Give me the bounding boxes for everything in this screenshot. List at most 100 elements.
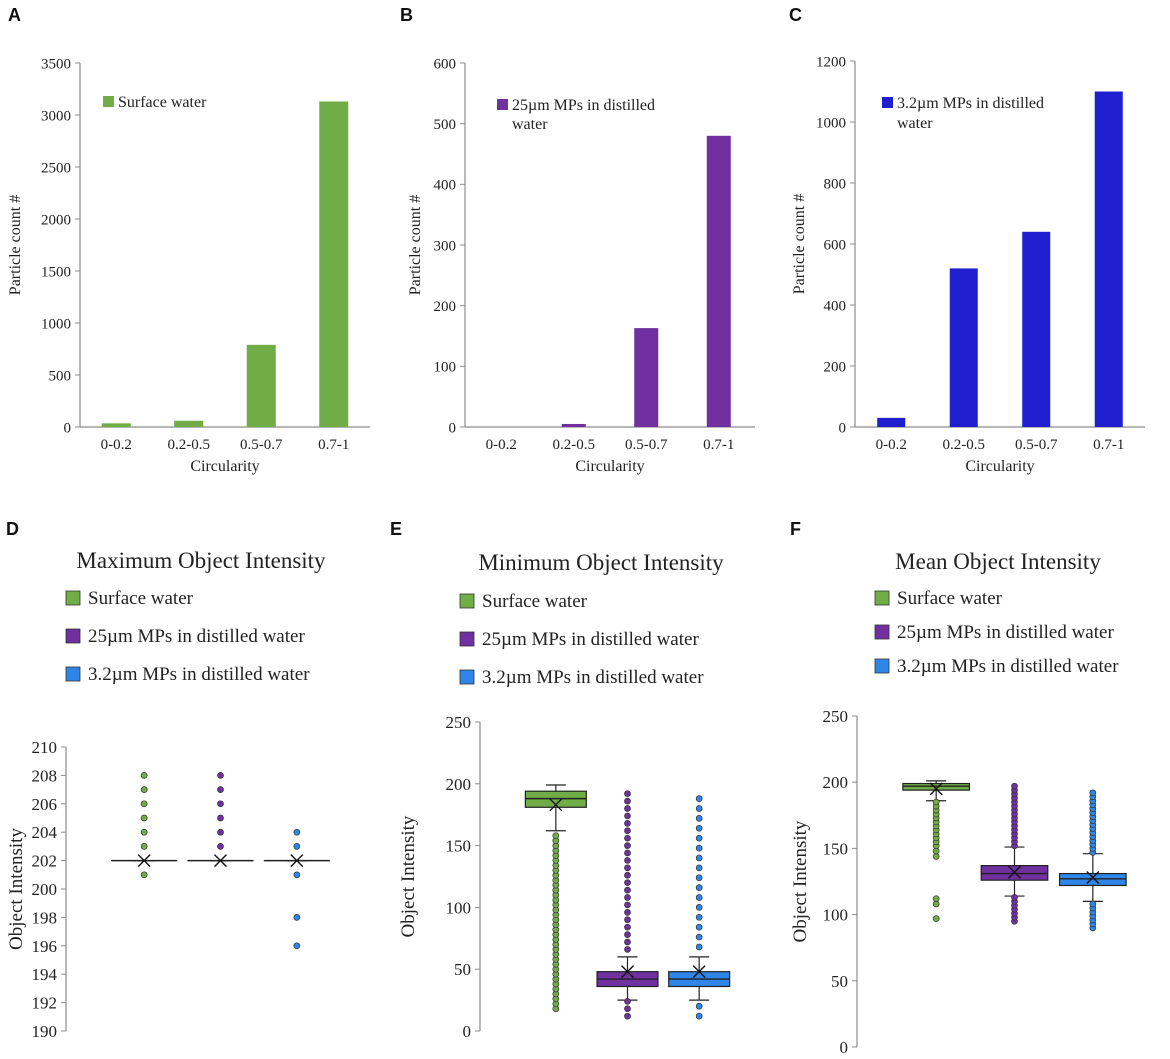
y-tick-label: 208 [32,766,58,785]
bar [101,423,131,427]
bar [174,420,204,427]
mean-marker [1008,865,1021,879]
outlier-point [932,915,940,922]
outlier-point [695,894,703,901]
outlier-point [624,946,631,953]
chart-panel-f: F Mean Object Intensity Surface water 25µm … [790,519,1127,1057]
y-tick-label: 250 [446,713,472,732]
y-tick-label: 50 [454,960,471,979]
legend-swatch [497,99,508,110]
outlier-point [624,805,631,812]
y-axis-title: Particle count # [407,195,424,295]
x-tick-label: 0-0.2 [486,437,517,453]
outlier-point [140,843,148,850]
legend-label: Surface water [118,94,207,111]
legend-swatch [874,590,890,606]
legend-label: water [897,115,933,132]
legend-swatch [459,631,475,647]
y-tick-label: 2000 [41,212,71,228]
mean-marker [214,854,227,868]
y-tick-label: 1000 [816,115,846,131]
y-tick-label: 200 [446,775,472,794]
outlier-point [624,1012,631,1020]
x-tick-label: 0-0.2 [876,437,907,453]
legend-label: 3.2µm MPs in distilled water [88,664,310,685]
legend-label: 25µm MPs in distilled water [88,626,305,647]
y-tick-label: 1500 [41,264,71,280]
mean-marker [929,782,943,796]
outlier-point [624,908,631,916]
y-tick-label: 202 [32,852,58,871]
mean-marker [1086,871,1100,885]
outlier-point [624,797,631,805]
y-axis-title: Object Intensity [790,820,811,942]
outlier-point [140,800,148,808]
y-tick-label: 190 [32,1022,58,1041]
outlier-point [695,795,703,802]
outlier-point [293,843,301,850]
outlier-point [552,832,560,840]
bar [246,344,276,427]
outlier-point [140,871,148,879]
outlier-point [624,923,631,931]
y-tick-label: 50 [831,972,848,991]
legend-label: water [512,116,548,133]
chart-title: Mean Object Intensity [895,549,1101,574]
y-tick-label: 0 [449,420,457,436]
outlier-point [293,942,301,950]
outlier-point [695,864,703,872]
outlier-point [695,943,703,951]
legend-swatch [459,669,475,685]
legend-label: Surface water [88,588,194,609]
outlier-point [624,790,631,798]
outlier-point [1089,789,1097,797]
chart-panel-a: A 0 500 1000 1500 2000 2500 3000 3500 0-0.2 0.2-0.… [7,5,370,475]
outlier-point [624,886,631,894]
panel-label: F [790,519,801,539]
bar [706,135,731,428]
y-tick-label: 0 [839,420,847,436]
mean-marker [549,798,563,812]
y-tick-label: 194 [32,965,58,984]
outlier-point [140,786,148,793]
y-tick-label: 500 [49,368,72,384]
legend-swatch [882,97,893,108]
legend-label: 25µm MPs in distilled [512,97,655,114]
outlier-point [217,843,224,850]
x-tick-label: 0.5-0.7 [1015,437,1058,453]
bar [561,423,586,427]
legend-label: 25µm MPs in distilled water [482,629,699,650]
y-tick-label: 800 [824,176,847,192]
y-tick-label: 0 [463,1022,472,1041]
x-tick-label: 0-0.2 [101,437,132,453]
y-tick-label: 206 [32,795,58,814]
outlier-point [695,874,703,882]
outlier-point [624,938,631,946]
outlier-point [217,786,224,793]
outlier-point [293,871,301,879]
y-tick-label: 300 [434,238,457,254]
outlier-point [624,879,631,887]
outlier-point [695,834,703,842]
x-axis-title: Circularity [965,458,1034,475]
y-tick-label: 400 [824,298,847,314]
legend-swatch [874,658,890,674]
legend-swatch [103,96,114,107]
outlier-point [624,849,631,857]
mean-marker [137,854,151,868]
legend-swatch [65,628,81,644]
outlier-point [624,842,631,849]
bar [949,268,978,427]
outlier-point [217,828,224,836]
outlier-point [695,1012,703,1020]
chart-panel-e: E Minimum Object Intensity Surface water 25… [390,519,731,1041]
chart-title: Minimum Object Intensity [478,550,724,575]
outlier-point [624,871,631,879]
legend-label: 3.2µm MPs in distilled water [482,667,704,688]
outlier-point [624,997,631,1005]
outlier-point [624,857,631,864]
y-axis-title: Object Intensity [6,828,27,950]
y-tick-label: 150 [446,837,472,856]
x-tick-label: 0.7-1 [1093,437,1124,453]
outlier-point [695,933,703,941]
